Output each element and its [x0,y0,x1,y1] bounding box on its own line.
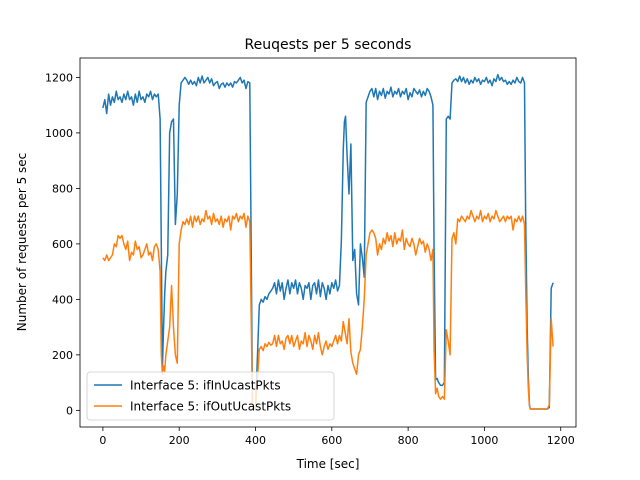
y-tick-label: 800 [52,182,73,195]
chart-title: Reuqests per 5 seconds [245,37,412,53]
y-tick-label: 1000 [45,127,73,140]
x-tick-label: 1000 [470,434,498,447]
y-axis-label: Number of requests per 5 sec [15,153,29,332]
y-axis: 0 200 400 600 800 1000 1200 [45,71,80,417]
x-tick-label: 400 [245,434,266,447]
series-line-1 [102,73,554,410]
axes-frame [79,57,577,428]
x-axis-label: Time [sec] [296,457,360,471]
x-tick-label: 600 [321,434,342,447]
legend-label-series-2: Interface 5: ifOutUcastPkts [130,400,291,414]
legend-label-series-1: Interface 5: ifInUcastPkts [130,379,281,393]
x-axis: 0 200 400 600 800 1000 1200 [99,427,575,447]
series-line-2 [102,209,554,410]
y-tick-label: 200 [52,349,73,362]
x-tick-label: 1200 [547,434,575,447]
y-tick-label: 0 [66,404,73,417]
y-tick-label: 400 [52,293,73,306]
x-tick-label: 800 [398,434,419,447]
legend-box [86,371,335,421]
legend: Interface 5: ifInUcastPkts Interface 5: … [86,371,335,421]
y-tick-label: 600 [52,238,73,251]
series-layer [102,73,554,410]
y-tick-label: 1200 [45,71,73,84]
x-tick-label: 200 [169,434,190,447]
x-tick-label: 0 [99,434,106,447]
plot-area [79,57,577,428]
